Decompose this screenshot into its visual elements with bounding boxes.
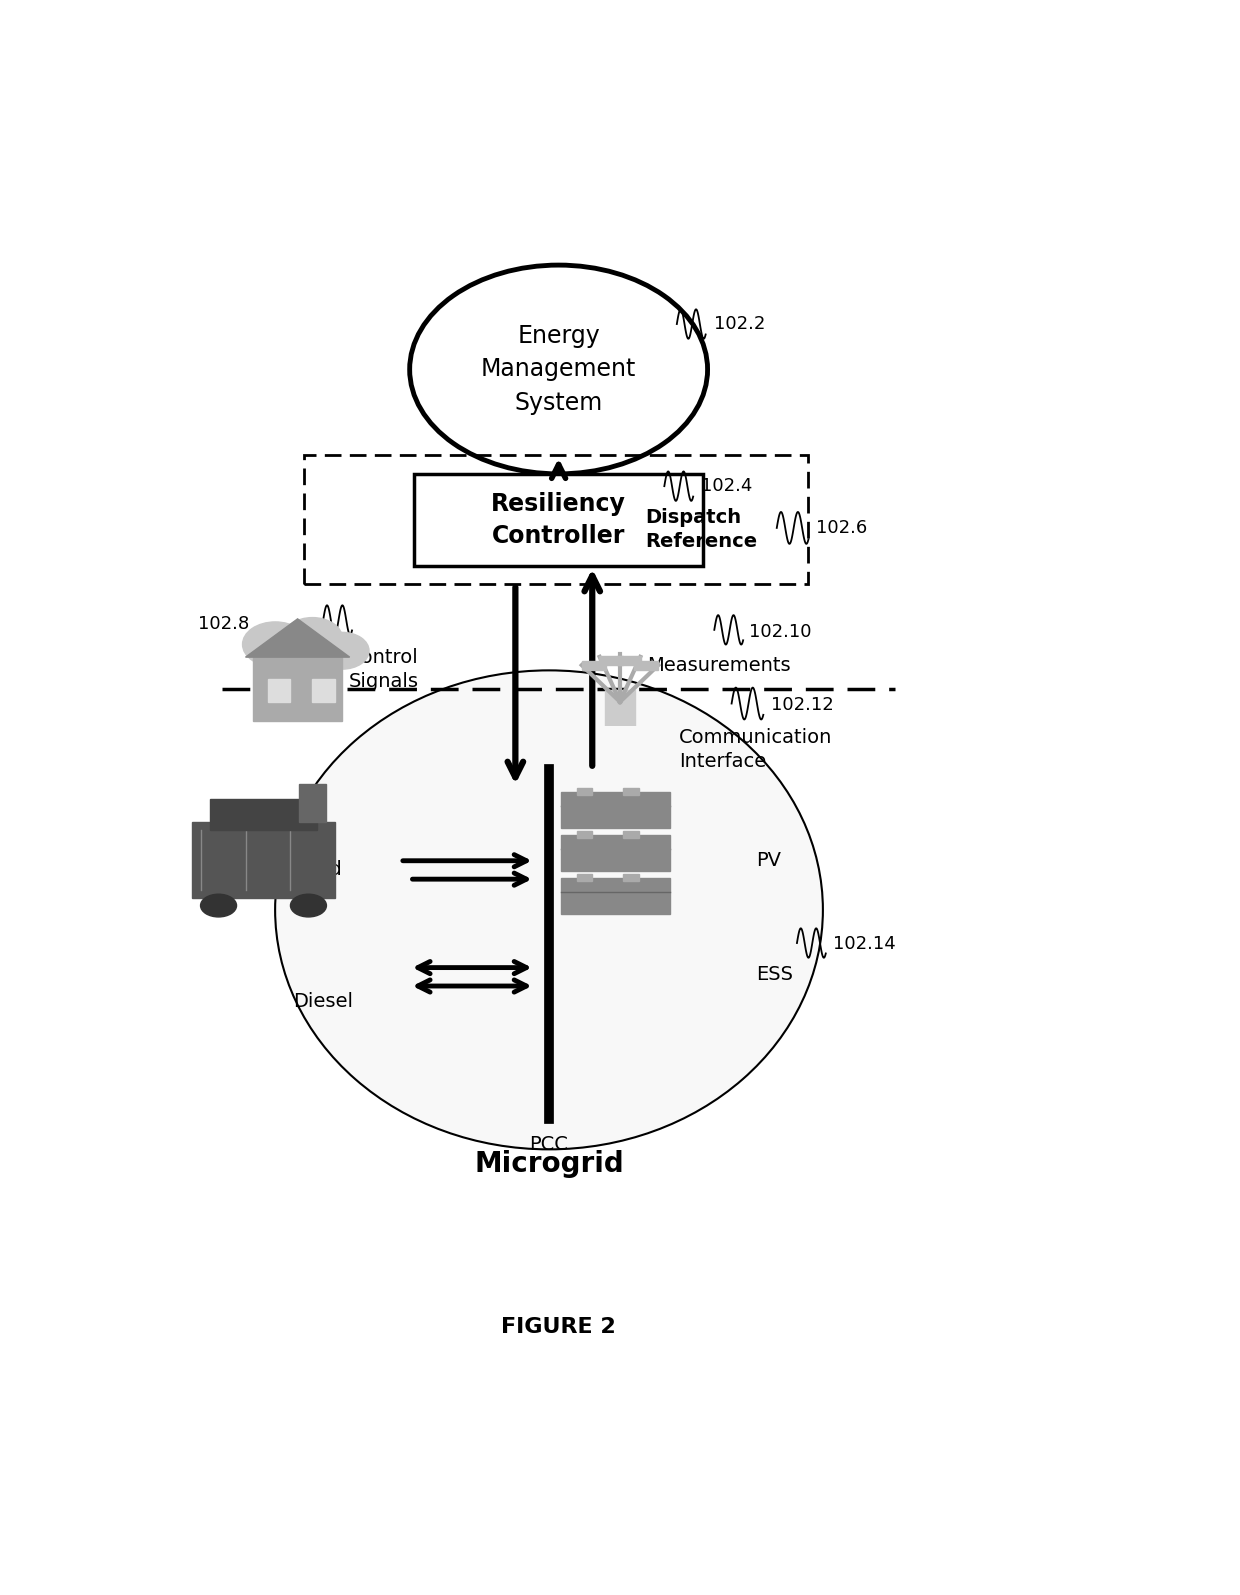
FancyBboxPatch shape xyxy=(560,791,670,828)
Text: Communication
Interface: Communication Interface xyxy=(678,727,832,770)
Text: Dispatch
Reference: Dispatch Reference xyxy=(645,509,758,550)
FancyBboxPatch shape xyxy=(622,831,639,837)
FancyBboxPatch shape xyxy=(577,831,593,837)
FancyBboxPatch shape xyxy=(618,656,641,665)
Text: 102.2: 102.2 xyxy=(714,316,765,333)
Text: Measurements: Measurements xyxy=(647,656,791,675)
FancyBboxPatch shape xyxy=(253,657,342,721)
Text: PCC: PCC xyxy=(529,1134,568,1153)
Ellipse shape xyxy=(260,635,335,686)
Ellipse shape xyxy=(283,617,342,659)
Text: 102.12: 102.12 xyxy=(771,695,833,715)
FancyBboxPatch shape xyxy=(414,474,703,566)
FancyBboxPatch shape xyxy=(210,799,317,829)
FancyBboxPatch shape xyxy=(582,660,606,670)
Ellipse shape xyxy=(243,622,308,667)
FancyBboxPatch shape xyxy=(577,874,593,880)
Text: PV: PV xyxy=(755,852,781,871)
Ellipse shape xyxy=(290,895,326,917)
FancyBboxPatch shape xyxy=(300,785,326,823)
Text: FIGURE 2: FIGURE 2 xyxy=(501,1317,616,1338)
Text: Control
Signals: Control Signals xyxy=(348,648,419,691)
Text: Energy
Management
System: Energy Management System xyxy=(481,324,636,415)
FancyBboxPatch shape xyxy=(312,679,335,702)
Ellipse shape xyxy=(315,632,370,670)
Ellipse shape xyxy=(409,265,708,474)
FancyBboxPatch shape xyxy=(622,788,639,794)
Ellipse shape xyxy=(275,670,823,1150)
FancyBboxPatch shape xyxy=(560,836,670,871)
FancyBboxPatch shape xyxy=(605,689,635,726)
Text: 102.14: 102.14 xyxy=(832,935,895,954)
FancyBboxPatch shape xyxy=(191,823,335,898)
Text: Load: Load xyxy=(295,860,342,879)
Text: Resiliency
Controller: Resiliency Controller xyxy=(491,493,626,547)
Text: ESS: ESS xyxy=(755,965,792,984)
FancyBboxPatch shape xyxy=(634,660,658,670)
Text: 102.6: 102.6 xyxy=(816,518,868,538)
Text: 102.8: 102.8 xyxy=(198,614,249,633)
Text: Microgrid: Microgrid xyxy=(474,1150,624,1179)
FancyBboxPatch shape xyxy=(577,788,593,794)
FancyBboxPatch shape xyxy=(622,874,639,880)
Polygon shape xyxy=(246,619,350,657)
Text: Diesel: Diesel xyxy=(293,992,353,1011)
Text: 102.4: 102.4 xyxy=(701,477,753,494)
Text: 102.10: 102.10 xyxy=(749,624,811,641)
Ellipse shape xyxy=(201,895,237,917)
FancyBboxPatch shape xyxy=(560,877,670,914)
FancyBboxPatch shape xyxy=(268,679,290,702)
FancyBboxPatch shape xyxy=(599,656,622,665)
